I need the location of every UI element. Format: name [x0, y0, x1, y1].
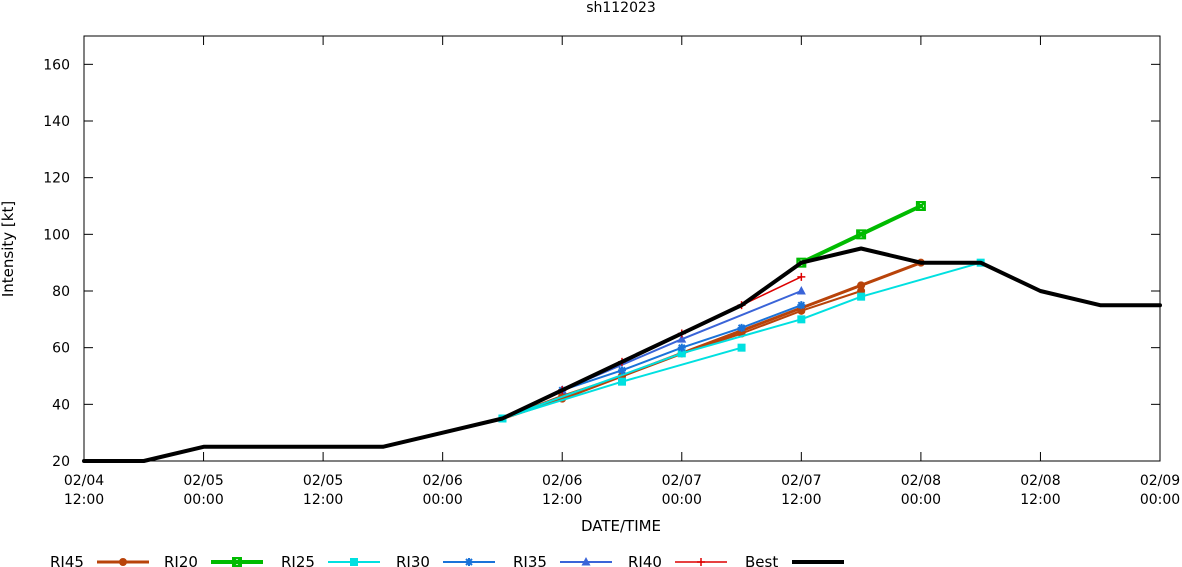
plot-frame — [83, 35, 1161, 462]
x-tick-date: 02/05 — [303, 473, 343, 489]
x-tick-time: 00:00 — [1140, 492, 1180, 508]
legend-item-ri40: RI40 — [628, 553, 727, 567]
x-tick-time: 12:00 — [303, 492, 343, 508]
legend-item-ri20: RI20 — [164, 553, 263, 567]
data-point — [797, 315, 806, 324]
data-point — [618, 366, 626, 375]
legend-item-best: Best — [745, 553, 844, 567]
x-tick-date: 02/07 — [781, 473, 821, 489]
chart-title: sh112023 — [586, 0, 656, 16]
y-tick-label: 160 — [43, 57, 70, 73]
legend-item-ri35: RI35 — [513, 553, 612, 567]
x-tick-labels: 02/04 12:00 02/05 00:00 02/05 12:00 02/06 00:00… — [64, 473, 1180, 508]
data-point — [677, 334, 687, 343]
data-point — [677, 343, 686, 352]
x-tick-date: 02/06 — [422, 473, 462, 489]
legend-marker — [119, 558, 127, 566]
x-tick-date: 02/05 — [183, 473, 223, 489]
data-point — [618, 377, 626, 386]
series-ri30 — [498, 343, 746, 423]
x-tick-date: 02/08 — [1020, 473, 1060, 489]
legend-marker — [697, 558, 705, 566]
legend-marker — [581, 557, 591, 566]
data-point — [796, 286, 806, 295]
y-tick-label: 60 — [52, 341, 70, 357]
data-point — [797, 301, 806, 310]
marker-cross — [232, 557, 242, 567]
y-tick-label: 80 — [52, 284, 70, 300]
legend-label: RI25 — [281, 553, 315, 567]
data-point — [677, 349, 686, 358]
x-tick-time: 12:00 — [542, 492, 582, 508]
x-tick-time: 12:00 — [1020, 492, 1060, 508]
legend-item-ri30: RI30 — [396, 553, 495, 567]
y-tick-labels: 20 40 60 80 100 120 140 160 — [43, 57, 70, 470]
data-point — [857, 292, 866, 301]
x-tick-date: 02/04 — [64, 473, 104, 489]
y-tick-label: 140 — [43, 114, 70, 130]
x-tick-date: 02/07 — [662, 473, 702, 489]
data-point — [856, 229, 867, 240]
x-tick-date: 02/06 — [542, 473, 582, 489]
marker-box — [915, 201, 926, 211]
legend-label: Best — [745, 553, 778, 567]
series-layer — [82, 201, 1162, 463]
data-point — [797, 272, 806, 281]
legend-item-ri45: RI45 — [50, 553, 149, 567]
x-tick-time: 00:00 — [422, 492, 462, 508]
y-tick-label: 40 — [52, 397, 70, 413]
series-ri40 — [557, 286, 806, 394]
legend-label: RI45 — [50, 553, 84, 567]
data-point — [737, 343, 746, 352]
series-line — [82, 246, 1162, 463]
series-best — [82, 246, 1162, 463]
x-tick-date: 02/09 — [1140, 473, 1180, 489]
series-line — [500, 261, 923, 420]
series-ri35 — [558, 301, 806, 395]
legend-item-ri25: RI25 — [281, 553, 380, 567]
y-tick-label: 100 — [43, 227, 70, 243]
legend-marker — [350, 558, 358, 566]
data-point — [737, 323, 746, 332]
marker-box — [856, 229, 867, 240]
y-axis-label: Intensity [kt] — [0, 201, 17, 297]
marker-cross — [916, 201, 926, 211]
x-axis-label: DATE/TIME — [581, 517, 661, 535]
legend-label: RI40 — [628, 553, 662, 567]
y-tick-label: 120 — [43, 171, 70, 187]
legend-marker — [465, 558, 473, 566]
x-tick-time: 00:00 — [901, 492, 941, 508]
data-point — [915, 201, 926, 211]
legend-marker — [232, 557, 242, 567]
legend: RI45 RI20 RI25 RI30 RI35 RI40 Best — [50, 553, 844, 567]
legend-label: RI35 — [513, 553, 547, 567]
x-tick-time: 12:00 — [64, 492, 104, 508]
tick-marks — [83, 36, 1161, 462]
series-ri25 — [796, 201, 926, 268]
y-tick-label: 20 — [52, 454, 70, 470]
legend-label: RI20 — [164, 553, 198, 567]
x-tick-date: 02/08 — [901, 473, 941, 489]
x-tick-time: 12:00 — [781, 492, 821, 508]
legend-label: RI30 — [396, 553, 430, 567]
x-tick-time: 00:00 — [662, 492, 702, 508]
x-tick-time: 00:00 — [183, 492, 223, 508]
marker-cross — [856, 229, 866, 240]
marker-box — [232, 557, 242, 567]
